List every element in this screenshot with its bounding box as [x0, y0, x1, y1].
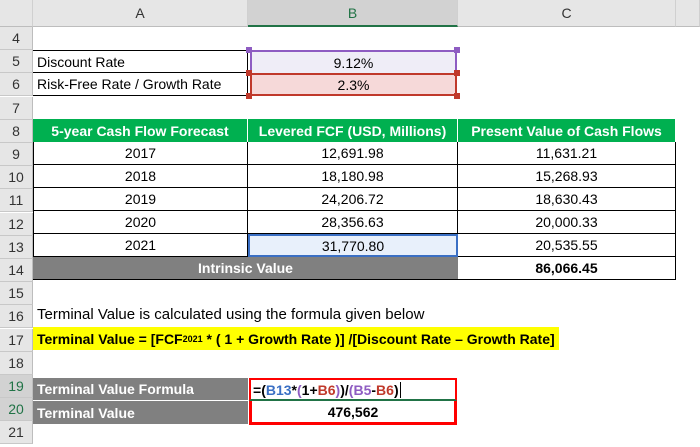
table-cell[interactable]: 18,180.98 — [248, 165, 458, 188]
table-cell[interactable]: 2020 — [33, 211, 248, 234]
tv-value-label: Terminal Value — [33, 401, 248, 424]
column-header-a[interactable]: A — [33, 0, 248, 27]
formula-token: ) — [335, 381, 341, 398]
row-header[interactable]: 12 — [0, 212, 33, 236]
table-cell[interactable]: 28,356.63 — [248, 211, 458, 234]
row-header[interactable]: 16 — [0, 305, 33, 329]
selection-handle[interactable] — [246, 47, 252, 53]
selection-handle[interactable] — [454, 70, 460, 76]
column-header-d[interactable] — [676, 0, 700, 27]
table-cell[interactable]: 31,770.80 — [248, 234, 458, 257]
formula-token: ( — [348, 381, 354, 398]
table-cell[interactable]: 11,631.21 — [458, 142, 676, 165]
formula-token: = — [253, 381, 262, 398]
text-cursor — [399, 381, 401, 398]
formula-text-start: Terminal Value = [FCF — [37, 330, 183, 347]
selection-handle[interactable] — [454, 93, 460, 99]
row-header[interactable]: 5 — [0, 50, 33, 74]
table-header-forecast: 5-year Cash Flow Forecast — [33, 119, 248, 142]
tv-formula-label: Terminal Value Formula — [33, 378, 248, 401]
table-cell[interactable]: 2021 — [33, 234, 248, 257]
table-cell[interactable]: 12,691.98 — [248, 142, 458, 165]
row-header[interactable]: 19 — [0, 375, 33, 398]
formula-token: * — [291, 381, 297, 398]
row-header[interactable]: 21 — [0, 421, 33, 445]
row-header[interactable]: 10 — [0, 166, 33, 190]
table-cell[interactable]: 24,206.72 — [248, 188, 458, 211]
formula-token: B5 — [353, 381, 372, 398]
formula-text-subscript: 2021 — [182, 333, 203, 344]
row-header[interactable]: 17 — [0, 328, 33, 352]
growth-rate-label: Risk-Free Rate / Growth Rate — [33, 73, 248, 96]
table-cell[interactable]: 20,000.33 — [458, 211, 676, 234]
formula-token: 1+ — [301, 381, 318, 398]
intrinsic-value-label: Intrinsic Value — [33, 257, 458, 280]
row-header[interactable]: 15 — [0, 282, 33, 306]
formula-token: / — [344, 381, 349, 398]
row-header[interactable]: 20 — [0, 398, 33, 422]
row-header[interactable]: 18 — [0, 351, 33, 375]
row-header[interactable]: 13 — [0, 235, 33, 259]
table-cell[interactable]: 2018 — [33, 165, 248, 188]
column-header-c[interactable]: C — [458, 0, 676, 27]
row-header[interactable]: 6 — [0, 73, 33, 97]
column-header-b[interactable]: B — [248, 0, 458, 27]
formula-text: Terminal Value = [FCF 2021 * ( 1 + Growth… — [33, 327, 559, 350]
table-cell[interactable]: 2017 — [33, 142, 248, 165]
table-header-pv: Present Value of Cash Flows — [458, 119, 676, 142]
select-all-corner[interactable] — [0, 0, 33, 27]
formula-token: ) — [340, 381, 345, 398]
discount-rate-cell[interactable]: 9.12% — [250, 50, 457, 73]
intrinsic-value-cell[interactable]: 86,066.45 — [458, 257, 676, 280]
row-header[interactable]: 4 — [0, 27, 33, 50]
tv-formula-cell[interactable]: =(B13 *(1+ B6)) /(B5- B6) — [249, 378, 457, 401]
note-text: Terminal Value is calculated using the f… — [37, 306, 425, 323]
selection-handle[interactable] — [246, 70, 252, 76]
formula-token: B6 — [317, 381, 336, 398]
table-cell[interactable]: 2019 — [33, 188, 248, 211]
table-cell[interactable]: 18,630.43 — [458, 188, 676, 211]
formula-token: ( — [261, 381, 266, 398]
formula-token: B13 — [265, 381, 292, 398]
row-header[interactable]: 9 — [0, 143, 33, 166]
table-header-fcf: Levered FCF (USD, Millions) — [248, 119, 458, 142]
row-header[interactable]: 7 — [0, 96, 33, 120]
tv-value-cell[interactable]: 476,562 — [249, 401, 457, 425]
selection-handle[interactable] — [246, 93, 252, 99]
formula-token: - — [371, 381, 377, 398]
formula-token: ) — [393, 381, 399, 398]
table-cell[interactable]: 15,268.93 — [458, 165, 676, 188]
growth-rate-cell[interactable]: 2.3% — [250, 73, 457, 96]
row-header[interactable]: 11 — [0, 189, 33, 213]
row-header[interactable]: 8 — [0, 119, 33, 143]
selection-handle[interactable] — [454, 47, 460, 53]
table-cell[interactable]: 20,535.55 — [458, 234, 676, 257]
formula-text-end: * ( 1 + Growth Rate )] /[Discount Rate –… — [202, 330, 555, 347]
formula-token: B6 — [376, 381, 394, 398]
discount-rate-label: Discount Rate — [33, 50, 248, 73]
formula-token: ( — [297, 381, 302, 398]
row-header[interactable]: 14 — [0, 259, 33, 282]
